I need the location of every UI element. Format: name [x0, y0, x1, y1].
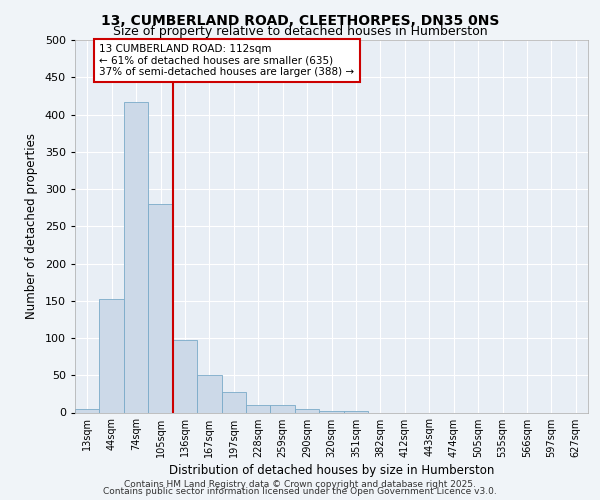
Bar: [75, 409, 100, 412]
Bar: [100, 300, 124, 412]
Bar: [173, 340, 197, 412]
X-axis label: Distribution of detached houses by size in Humberston: Distribution of detached houses by size …: [169, 464, 494, 476]
Bar: [246, 405, 271, 412]
Bar: [295, 409, 319, 412]
Bar: [344, 411, 368, 412]
Bar: [197, 375, 221, 412]
Text: Contains public sector information licensed under the Open Government Licence v3: Contains public sector information licen…: [103, 488, 497, 496]
Bar: [319, 411, 344, 412]
Text: 13, CUMBERLAND ROAD, CLEETHORPES, DN35 0NS: 13, CUMBERLAND ROAD, CLEETHORPES, DN35 0…: [101, 14, 499, 28]
Bar: [124, 102, 148, 412]
Y-axis label: Number of detached properties: Number of detached properties: [25, 133, 38, 320]
Text: Size of property relative to detached houses in Humberston: Size of property relative to detached ho…: [113, 25, 487, 38]
Bar: [221, 392, 246, 412]
Text: Contains HM Land Registry data © Crown copyright and database right 2025.: Contains HM Land Registry data © Crown c…: [124, 480, 476, 489]
Bar: [271, 405, 295, 412]
Text: 13 CUMBERLAND ROAD: 112sqm
← 61% of detached houses are smaller (635)
37% of sem: 13 CUMBERLAND ROAD: 112sqm ← 61% of deta…: [100, 44, 355, 77]
Bar: [148, 204, 173, 412]
